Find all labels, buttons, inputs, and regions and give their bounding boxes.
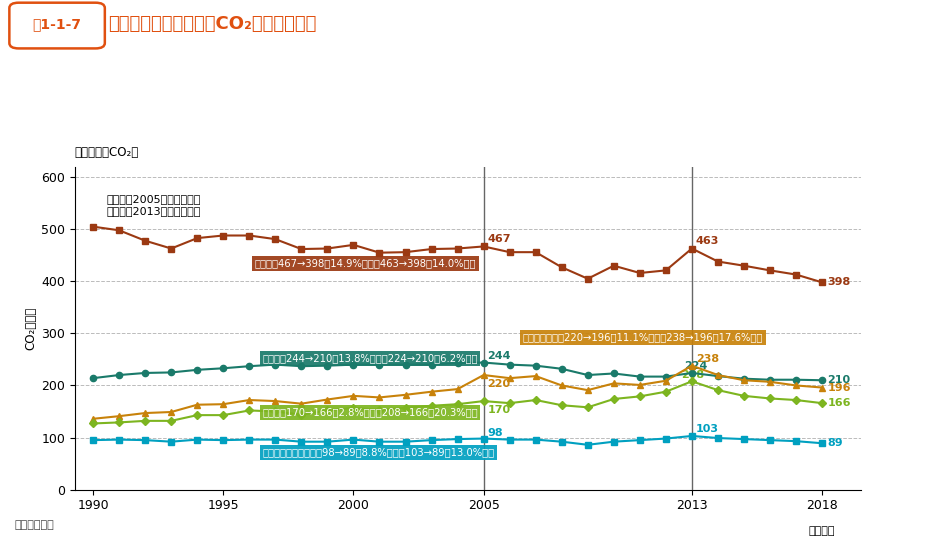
Text: 部門別エネルギー起源CO₂排出量の推移: 部門別エネルギー起源CO₂排出量の推移	[108, 15, 316, 33]
Text: エネルギー転換部門／98→89（8.8%減）　103→89（13.0%減）: エネルギー転換部門／98→89（8.8%減） 103→89（13.0%減）	[262, 447, 494, 457]
Text: 家庭部門170→166）2.8%減）　208→166（20.3%減）: 家庭部門170→166）2.8%減） 208→166（20.3%減）	[262, 407, 478, 417]
Text: 103: 103	[695, 424, 719, 434]
Text: （　）は2005年度比増減率: （ ）は2005年度比増減率	[106, 194, 200, 204]
Text: 224: 224	[684, 361, 708, 371]
Text: 467: 467	[488, 234, 511, 244]
Text: 210: 210	[827, 375, 851, 385]
Text: 98: 98	[488, 428, 504, 437]
Text: 220: 220	[488, 379, 511, 388]
Text: 89: 89	[827, 438, 843, 448]
Text: 398: 398	[827, 278, 851, 287]
Text: 196: 196	[827, 383, 851, 393]
Text: 238: 238	[695, 354, 719, 364]
Text: 463: 463	[695, 236, 719, 246]
Text: 166: 166	[827, 398, 851, 408]
Text: （百万トンCO₂）: （百万トンCO₂）	[75, 146, 139, 159]
Text: 業務その他部門220→196（11.1%減）　238→196（17.6%減）: 業務その他部門220→196（11.1%減） 238→196（17.6%減）	[522, 332, 763, 342]
Text: 244: 244	[488, 351, 511, 361]
Text: 囱1-1-7: 囱1-1-7	[33, 17, 81, 31]
Text: 資料：環境省: 資料：環境省	[14, 520, 53, 530]
Text: （年度）: （年度）	[809, 526, 835, 536]
Text: 運輸部門244→210（13.8%減）　224→210）6.2%減）: 運輸部門244→210（13.8%減） 224→210）6.2%減）	[262, 353, 477, 363]
Y-axis label: CO₂排出量: CO₂排出量	[24, 307, 37, 350]
Text: 208: 208	[681, 370, 705, 380]
Text: 産業部門467→398（14.9%減）　463→398（14.0%減）: 産業部門467→398（14.9%減） 463→398（14.0%減）	[255, 258, 476, 268]
Text: （　）は2013年度比増減率: （ ）は2013年度比増減率	[106, 206, 200, 216]
Text: 170: 170	[488, 405, 511, 415]
